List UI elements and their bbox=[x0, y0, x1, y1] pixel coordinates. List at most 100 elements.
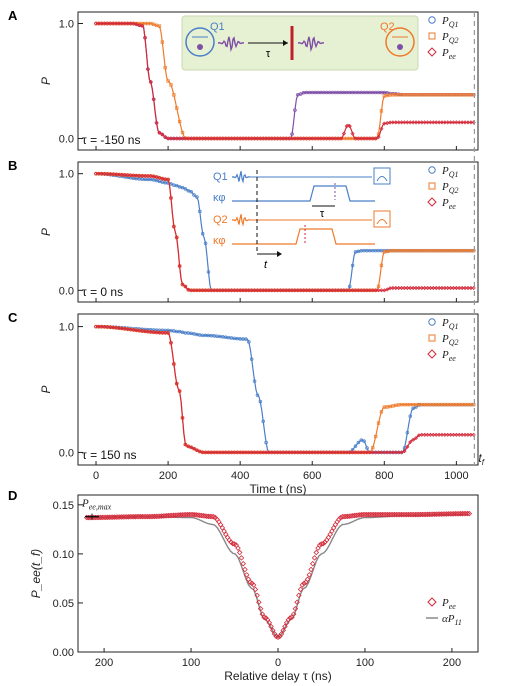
data-point bbox=[304, 450, 309, 455]
data-point bbox=[163, 135, 168, 140]
data-point bbox=[188, 511, 194, 518]
data-point bbox=[445, 120, 450, 125]
q2-pulse-icon bbox=[231, 214, 251, 227]
data-point bbox=[171, 136, 176, 141]
kappa2-pulse bbox=[232, 228, 375, 245]
data-point bbox=[145, 329, 151, 334]
x-tick-label: 200 bbox=[443, 657, 461, 669]
data-point bbox=[405, 430, 410, 435]
data-point bbox=[134, 173, 139, 178]
data-point bbox=[206, 288, 211, 293]
q1-excitation-icon bbox=[197, 44, 203, 50]
data-point bbox=[402, 449, 407, 454]
data-point bbox=[140, 173, 145, 178]
data-point bbox=[304, 576, 311, 582]
data-point bbox=[252, 450, 257, 455]
data-point bbox=[194, 288, 200, 293]
data-point bbox=[290, 132, 294, 136]
data-point bbox=[186, 444, 191, 449]
data-point bbox=[247, 340, 251, 344]
data-point bbox=[206, 450, 211, 455]
x-tick-label: 0 bbox=[275, 657, 281, 669]
kappa1-pulse bbox=[232, 185, 375, 202]
data-point bbox=[160, 40, 164, 44]
data-point bbox=[180, 415, 185, 420]
series-line bbox=[96, 326, 474, 453]
data-point bbox=[209, 513, 215, 520]
data-point bbox=[243, 572, 250, 578]
data-point bbox=[338, 136, 344, 141]
data-point bbox=[367, 136, 372, 141]
data-point bbox=[266, 619, 273, 626]
data-point bbox=[238, 555, 245, 561]
data-point bbox=[186, 136, 191, 141]
data-point bbox=[258, 288, 263, 293]
legend-marker bbox=[428, 166, 436, 174]
plot-frame bbox=[77, 161, 479, 303]
data-point bbox=[96, 21, 101, 26]
data-point bbox=[341, 131, 347, 136]
data-point bbox=[282, 623, 288, 630]
data-point bbox=[171, 224, 176, 229]
data-point bbox=[370, 288, 375, 293]
data-point bbox=[353, 444, 358, 448]
data-point bbox=[226, 288, 231, 293]
data-point bbox=[108, 171, 113, 177]
data-point bbox=[416, 285, 421, 291]
data-point bbox=[203, 513, 210, 519]
data-point bbox=[428, 432, 433, 437]
data-point bbox=[301, 136, 306, 141]
data-point bbox=[269, 136, 274, 141]
data-point bbox=[180, 282, 185, 287]
q2-excitation-icon bbox=[397, 44, 403, 50]
data-point bbox=[308, 566, 314, 573]
data-point bbox=[191, 136, 197, 141]
data-point bbox=[439, 432, 445, 437]
data-point bbox=[468, 120, 473, 125]
data-point bbox=[250, 582, 257, 588]
data-point bbox=[215, 136, 220, 141]
data-point bbox=[151, 97, 156, 102]
data-point bbox=[140, 328, 145, 334]
data-point bbox=[264, 136, 269, 141]
data-point bbox=[160, 330, 165, 335]
data-point bbox=[261, 419, 265, 424]
data-point bbox=[255, 288, 260, 293]
data-point bbox=[405, 444, 410, 449]
data-point bbox=[246, 450, 251, 455]
data-point bbox=[379, 410, 384, 414]
data-point bbox=[131, 173, 136, 178]
data-point bbox=[142, 35, 148, 40]
legend-label: PQ1 bbox=[441, 165, 459, 179]
data-point bbox=[321, 136, 326, 141]
data-point bbox=[203, 136, 208, 141]
emitted-wavepacket-icon bbox=[217, 36, 245, 53]
data-point bbox=[114, 21, 119, 26]
data-point bbox=[242, 566, 248, 573]
data-point bbox=[431, 432, 436, 437]
x-tick-label: 1000 bbox=[444, 470, 468, 482]
data-point bbox=[226, 450, 231, 455]
data-point bbox=[336, 450, 341, 455]
data-point bbox=[266, 288, 272, 293]
data-point bbox=[350, 131, 355, 136]
data-point bbox=[269, 450, 274, 455]
data-point bbox=[102, 324, 107, 329]
data-point bbox=[318, 541, 325, 547]
data-point bbox=[252, 379, 257, 383]
data-point bbox=[307, 450, 312, 455]
data-point bbox=[434, 432, 439, 437]
data-point bbox=[252, 288, 257, 293]
data-point bbox=[165, 177, 171, 182]
data-point bbox=[315, 288, 321, 293]
x-tick-label: 0 bbox=[93, 470, 99, 482]
data-point bbox=[436, 285, 442, 291]
data-point bbox=[313, 450, 318, 455]
data-point bbox=[128, 173, 133, 178]
data-point bbox=[379, 288, 384, 293]
y-tick-label: 0.00 bbox=[53, 647, 74, 659]
data-point bbox=[289, 288, 295, 293]
data-point bbox=[116, 172, 122, 177]
data-point bbox=[364, 288, 370, 293]
schematic-a: Q1 τ Q2 bbox=[181, 15, 419, 71]
